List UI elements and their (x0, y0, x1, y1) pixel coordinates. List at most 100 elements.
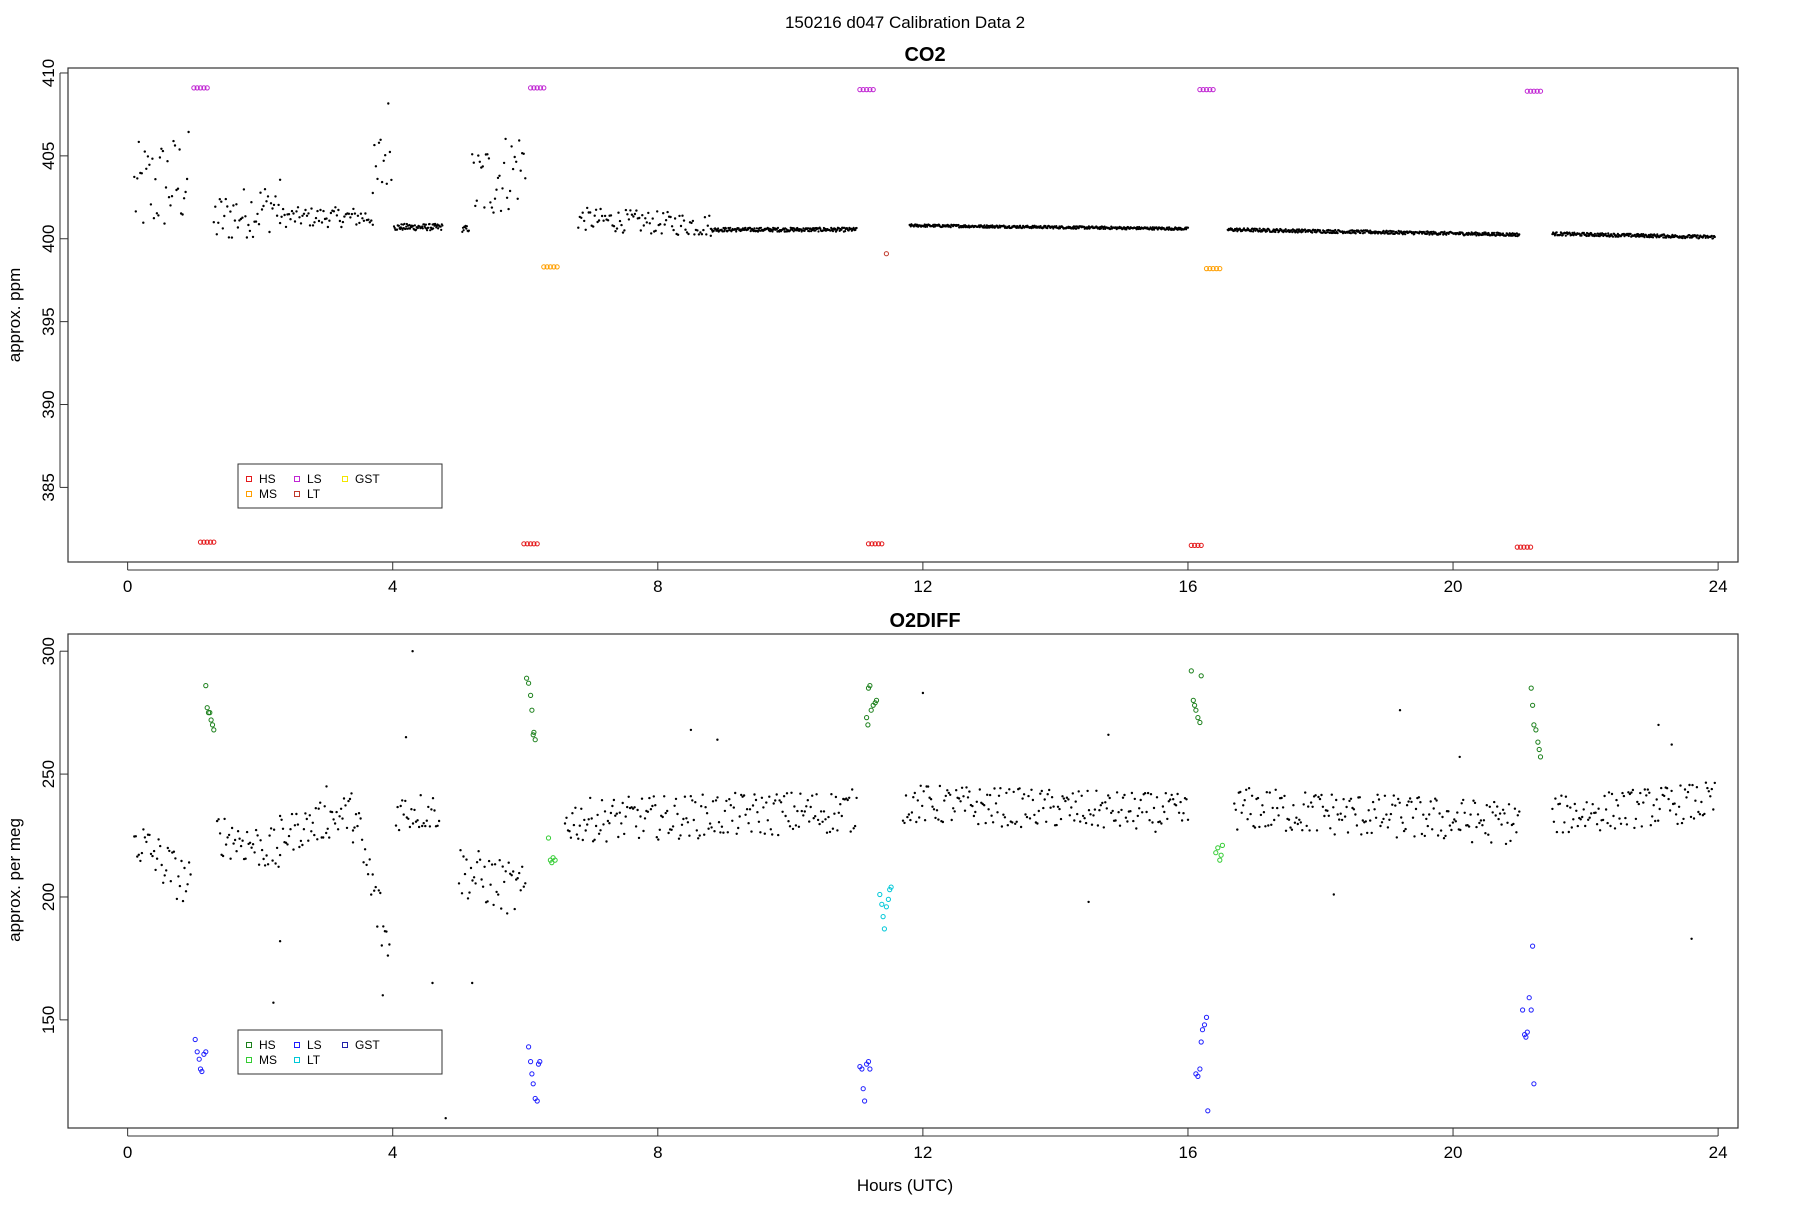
ambient-point (1572, 234, 1575, 237)
ambient-point (1590, 812, 1593, 815)
ambient-point (254, 828, 258, 832)
ambient-point (915, 820, 918, 824)
ambient-point (729, 804, 732, 807)
ambient-point (1646, 788, 1650, 791)
ambient-point (907, 813, 911, 816)
ambient-point (377, 141, 381, 144)
ambient-point (471, 153, 474, 156)
point-hs (1535, 739, 1541, 745)
ambient-point (660, 232, 663, 235)
ambient-point (236, 226, 240, 229)
ambient-point (268, 834, 271, 837)
legend-label: LS (307, 1038, 322, 1052)
ambient-point (1115, 791, 1119, 794)
point-ms (1213, 266, 1220, 272)
ambient-point (1680, 821, 1684, 825)
ambient-point (163, 222, 166, 225)
ambient-point (778, 799, 781, 802)
ambient-point (1056, 805, 1060, 808)
ambient-point (1170, 793, 1173, 797)
ambient-point (1360, 833, 1363, 836)
ambient-point (1607, 791, 1611, 794)
ambient-point (1391, 803, 1394, 806)
ambient-point (1325, 231, 1328, 234)
ambient-point (1441, 815, 1444, 819)
ambient-point (734, 791, 737, 795)
ambient-point (691, 799, 694, 802)
ambient-point (1703, 812, 1706, 816)
ambient-point (164, 186, 168, 189)
ambient-point (293, 220, 297, 223)
ambient-point (643, 817, 647, 820)
point-ls (867, 1066, 873, 1072)
ambient-point (1314, 794, 1317, 797)
point-ls (859, 1066, 865, 1072)
ambient-point (1073, 819, 1076, 822)
ambient-point (589, 796, 592, 800)
ambient-point (614, 814, 617, 817)
legend-swatch (294, 476, 300, 482)
ambient-point (284, 225, 288, 229)
y-tick-label: 390 (39, 390, 58, 418)
ambient-point (1361, 819, 1365, 822)
ambient-point (1252, 824, 1255, 828)
ambient-point (489, 201, 492, 204)
point-ls (204, 85, 210, 91)
ambient-point (912, 796, 915, 799)
ambient-point (257, 863, 261, 866)
ambient-point (815, 793, 818, 796)
point-ls (537, 1059, 543, 1065)
x-tick-label: 20 (1444, 577, 1463, 596)
x-axis-label: Hours (UTC) (857, 1176, 953, 1195)
ambient-point (1107, 794, 1110, 797)
ambient-point (737, 826, 740, 830)
ambient-point (670, 225, 674, 228)
ambient-point (1573, 802, 1577, 806)
x-tick-label: 4 (388, 577, 397, 596)
ambient-point (1677, 805, 1681, 808)
ambient-point (919, 784, 922, 787)
ambient-point (762, 806, 765, 809)
ambient-point (952, 807, 955, 810)
ambient-point (632, 215, 635, 218)
ambient-point (965, 786, 968, 789)
ambient-point (1021, 797, 1024, 800)
ambient-point (1102, 227, 1105, 230)
ambient-point (1176, 792, 1179, 796)
point-hs (204, 539, 210, 545)
ambient-point (623, 229, 626, 232)
point-hs (207, 539, 214, 545)
ambient-point (630, 806, 633, 809)
ambient-point (328, 836, 331, 839)
ambient-point (1006, 824, 1009, 827)
ambient-point (1402, 829, 1406, 833)
ambient-point (1398, 801, 1401, 804)
ambient-point (242, 188, 246, 191)
ambient-point (475, 199, 478, 202)
ambient-point (360, 838, 364, 841)
ambient-point (790, 791, 793, 794)
ambient-point (648, 796, 651, 800)
ambient-point (399, 804, 402, 808)
ambient-point (1685, 796, 1688, 799)
ambient-point (298, 845, 301, 849)
ambient-point (971, 804, 974, 808)
ambient-point (1243, 799, 1246, 802)
ambient-point (1348, 799, 1351, 803)
ambient-point (848, 796, 851, 799)
ambient-point (337, 208, 340, 212)
ambient-point (1710, 234, 1713, 237)
ambient-point (345, 826, 349, 830)
ambient-point (1426, 824, 1430, 828)
ambient-point (241, 839, 244, 842)
ambient-point (1017, 226, 1021, 229)
ambient-point (169, 204, 172, 207)
ambient-point (596, 813, 599, 817)
ambient-point (776, 226, 780, 229)
ambient-point (363, 848, 367, 851)
ambient-point (1514, 234, 1517, 238)
ambient-point (1336, 813, 1339, 816)
ambient-point (1373, 808, 1376, 811)
plot-frame-o2diff (67, 633, 1739, 1129)
